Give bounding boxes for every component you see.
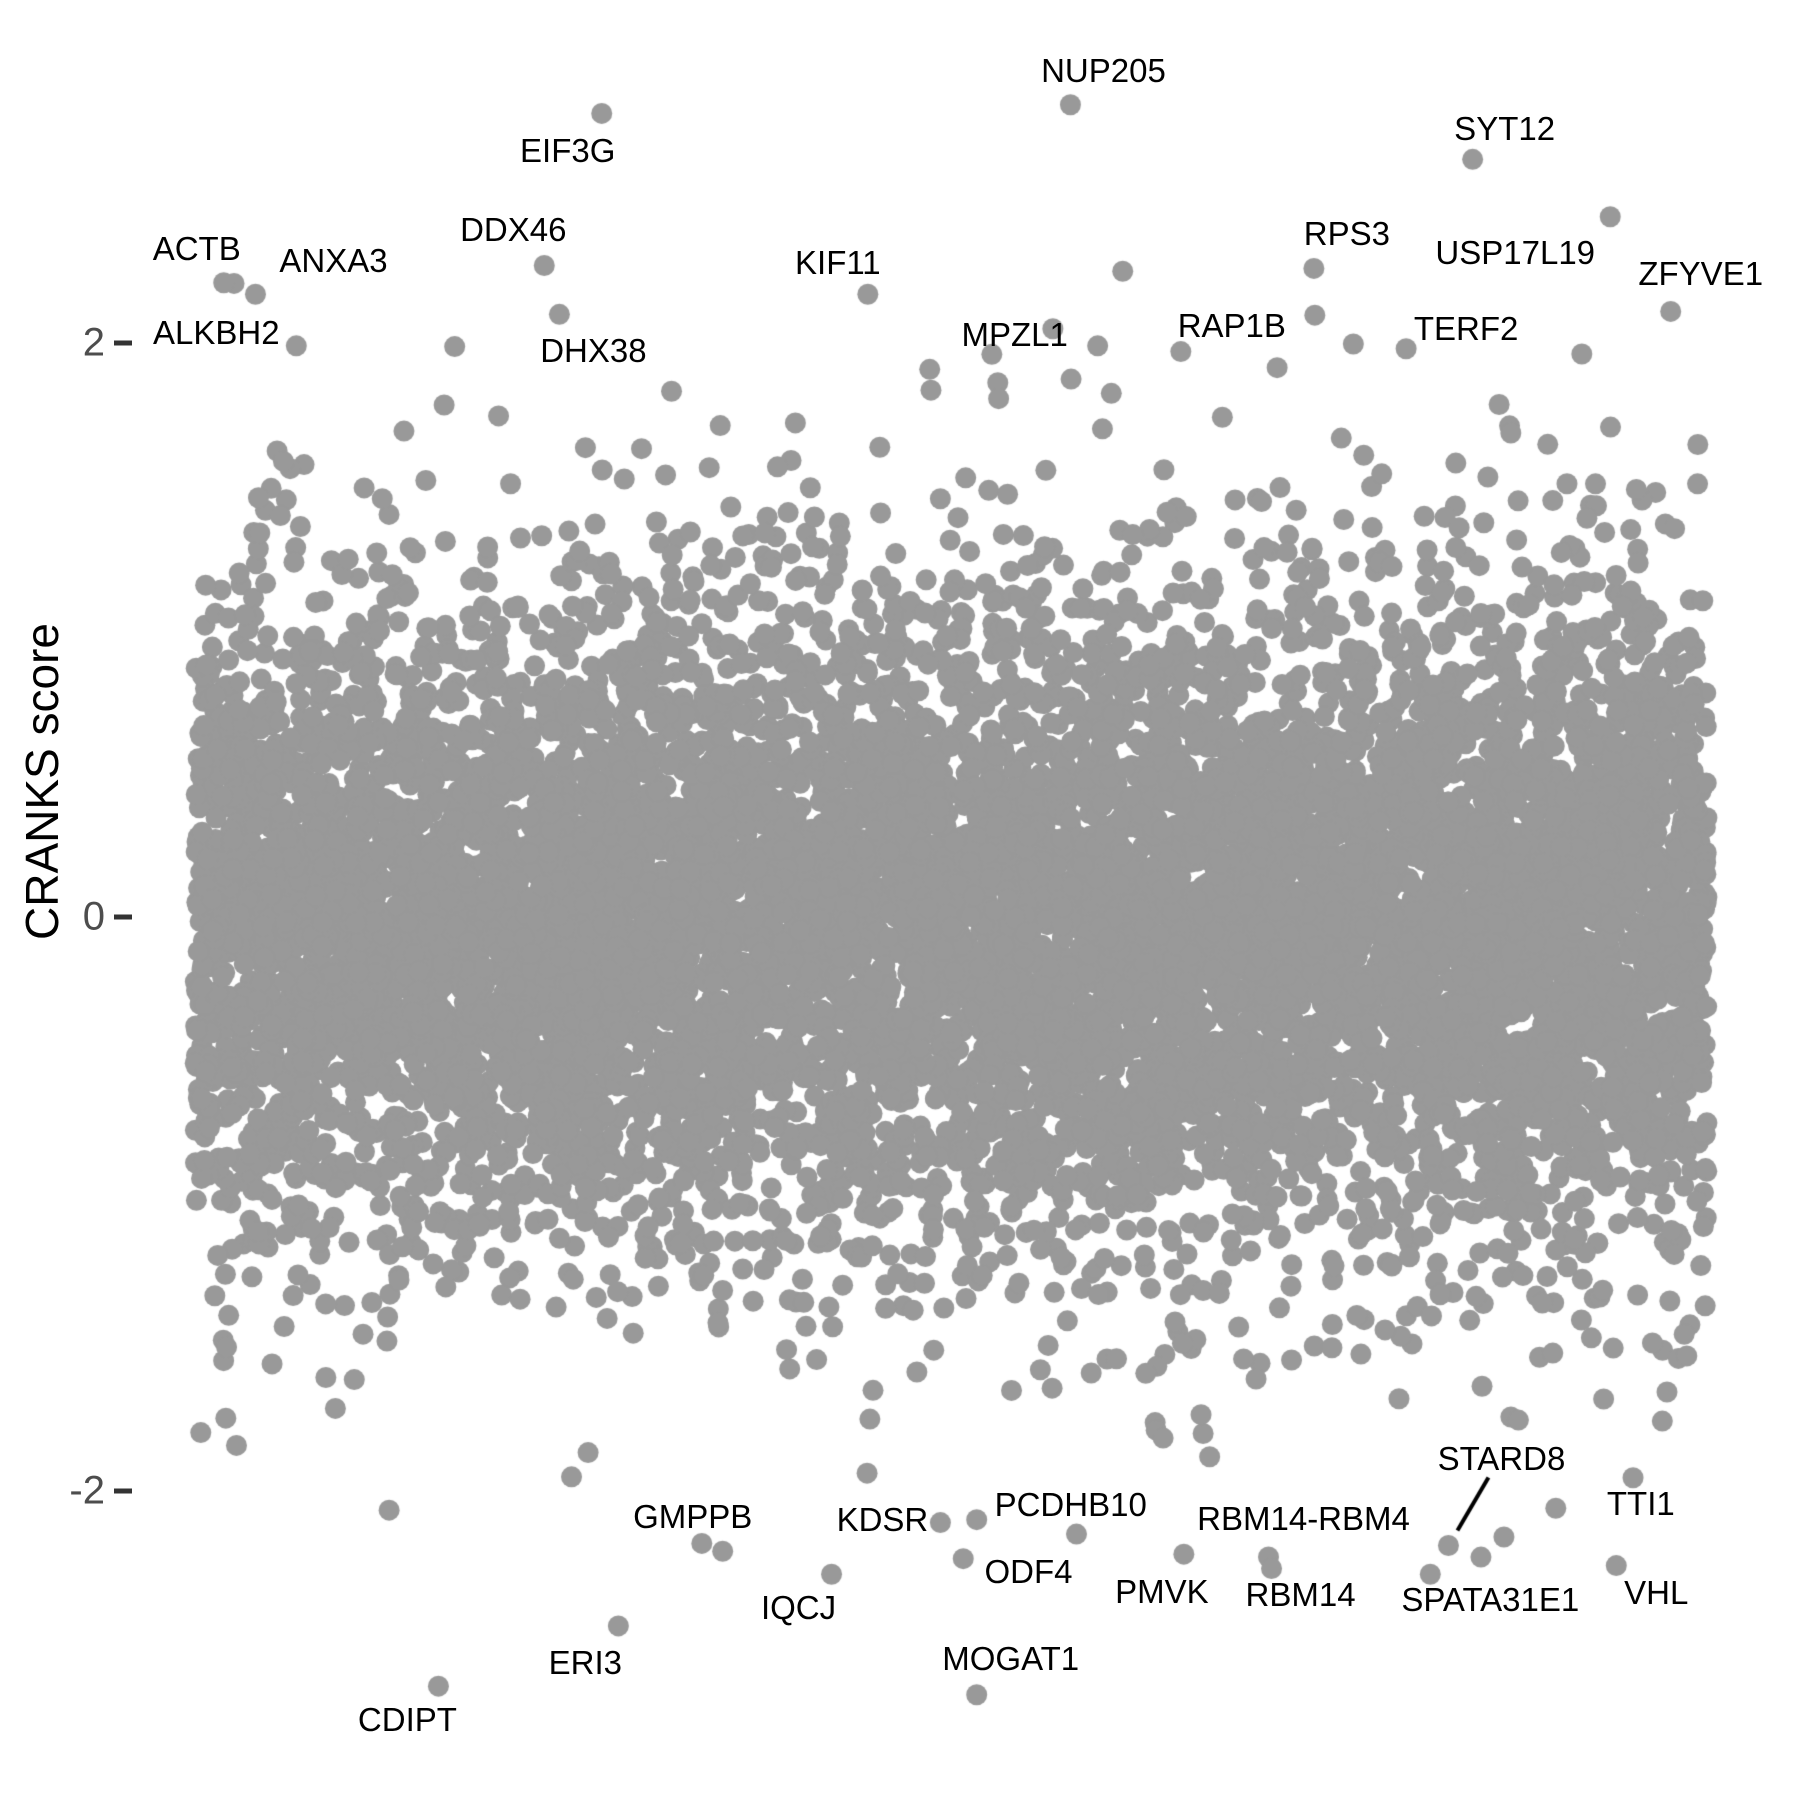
gene-label: TTI1 — [1606, 1485, 1675, 1523]
gene-label: VHL — [1624, 1573, 1689, 1611]
gene-label: GMPPB — [633, 1498, 753, 1536]
y-tick-label: -2 — [69, 1468, 105, 1513]
y-tick-label: 2 — [82, 320, 105, 365]
gene-label: ERI3 — [548, 1643, 623, 1681]
gene-label: KDSR — [836, 1500, 929, 1538]
y-axis-title: CRANKS score — [16, 623, 68, 940]
gene-label: RPS3 — [1303, 215, 1390, 253]
gene-label: KIF11 — [795, 244, 881, 282]
gene-label: SYT12 — [1454, 110, 1556, 148]
y-tick-mark — [114, 1488, 132, 1494]
y-tick-mark — [114, 340, 132, 346]
gene-label: RBM14 — [1245, 1576, 1356, 1614]
gene-label: PCDHB10 — [994, 1485, 1147, 1523]
gene-label: MPZL1 — [961, 315, 1068, 353]
gene-label: CDIPT — [357, 1701, 457, 1739]
gene-label: ALKBH2 — [153, 313, 280, 351]
y-tick-mark — [114, 914, 132, 920]
gene-label: IQCJ — [760, 1589, 837, 1627]
gene-label: PMVK — [1115, 1573, 1209, 1611]
gene-label: NUP205 — [1041, 51, 1166, 89]
gene-label: DDX46 — [460, 210, 567, 248]
gene-label: RBM14-RBM4 — [1197, 1500, 1410, 1537]
gene-label: ANXA3 — [279, 242, 388, 280]
gene-label: DHX38 — [540, 332, 647, 370]
gene-label: USP17L19 — [1435, 233, 1596, 271]
gene-label: ZFYVE1 — [1638, 255, 1764, 293]
gene-label: ODF4 — [984, 1553, 1073, 1591]
gene-label: MOGAT1 — [942, 1639, 1080, 1677]
gene-label: ACTB — [152, 229, 241, 267]
gene-label: TERF2 — [1413, 309, 1519, 347]
y-tick-label: 0 — [82, 894, 105, 939]
gene-label: STARD8 — [1437, 1439, 1566, 1477]
gene-label: RAP1B — [1177, 306, 1286, 344]
gene-label: SPATA31E1 — [1401, 1581, 1580, 1619]
gene-label: EIF3G — [520, 132, 616, 170]
